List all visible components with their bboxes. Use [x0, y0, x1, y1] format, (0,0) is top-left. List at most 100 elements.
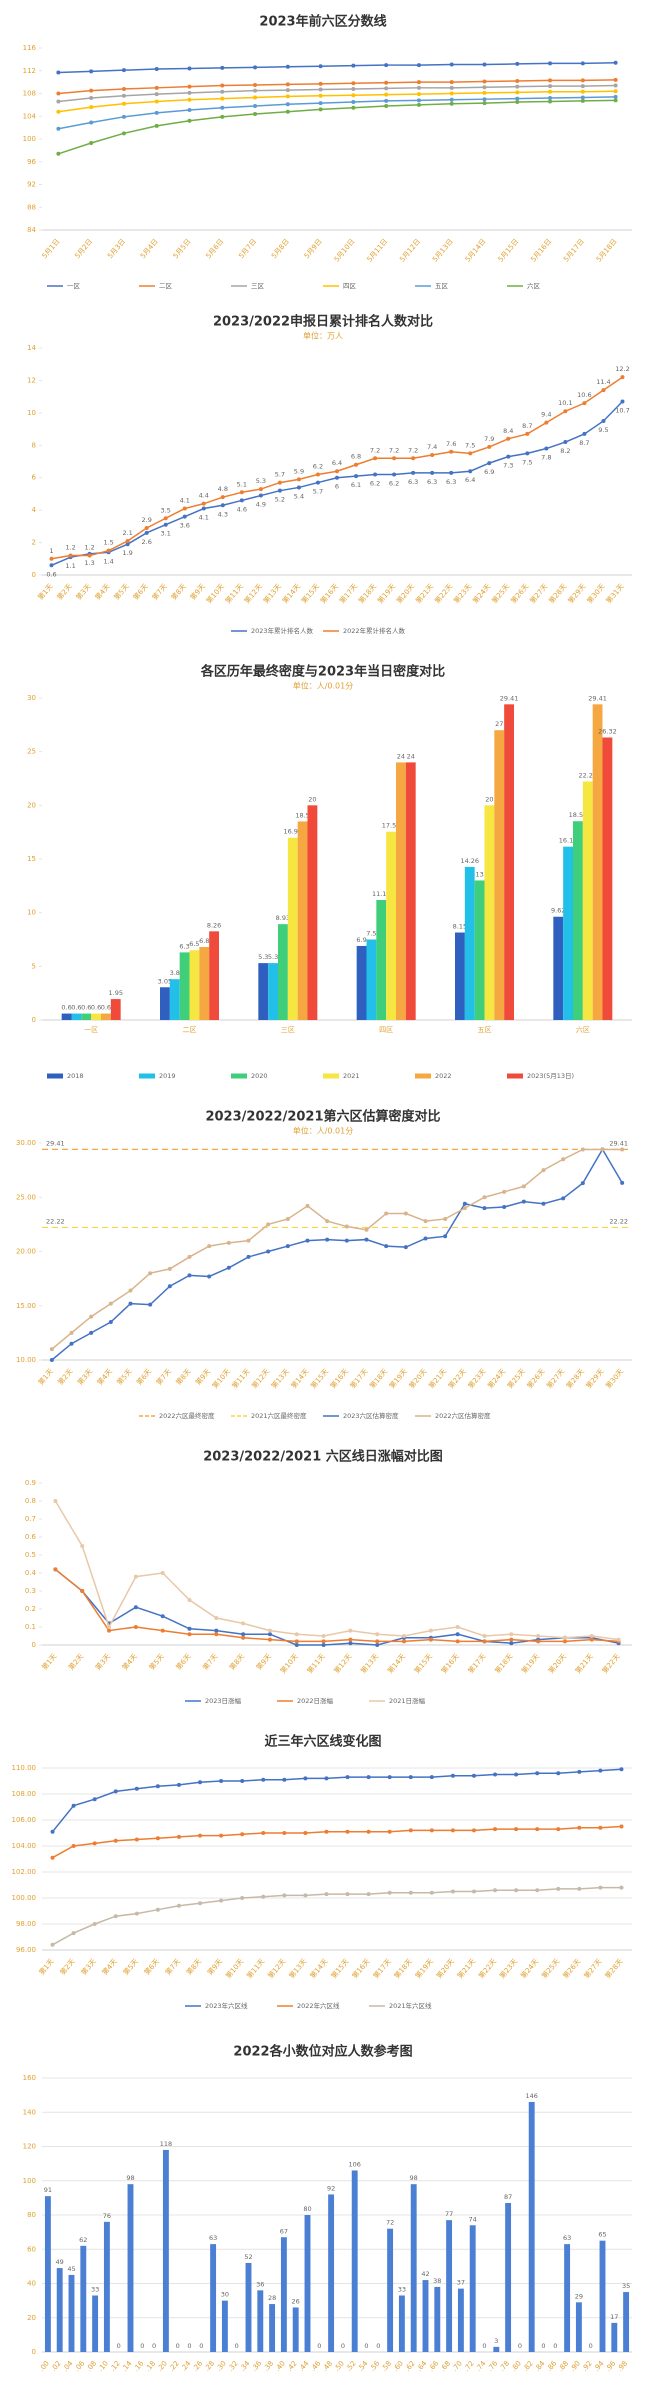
- point: [207, 1244, 212, 1249]
- data-label: 7.6: [446, 440, 456, 448]
- point: [373, 472, 378, 477]
- point: [384, 63, 389, 68]
- point: [443, 1216, 448, 1221]
- point: [443, 1234, 448, 1239]
- bar: [297, 821, 308, 1020]
- point: [187, 66, 192, 71]
- bar: [505, 2203, 512, 2352]
- data-label: 4.4: [199, 492, 209, 500]
- y-tick-label: 30: [27, 694, 36, 702]
- x-tick-label: .66: [427, 2359, 441, 2373]
- x-tick-label: 第27天: [545, 1367, 567, 1390]
- point: [509, 1641, 514, 1646]
- point: [214, 1632, 219, 1637]
- chart-subtitle: 单位：万人: [303, 331, 343, 341]
- point: [89, 1330, 94, 1335]
- x-tick-label: 第23天: [498, 1957, 520, 1980]
- point: [201, 501, 206, 506]
- data-label: 0: [117, 2342, 121, 2350]
- data-label: 6.3: [427, 478, 437, 486]
- x-tick-label: .38: [262, 2359, 275, 2373]
- data-label: 16.15: [559, 837, 578, 845]
- x-tick-label: 第19天: [376, 582, 398, 605]
- x-tick-label: 第4天: [120, 1652, 139, 1672]
- x-tick-label: 5月14日: [464, 237, 488, 263]
- point: [506, 454, 511, 459]
- point: [107, 1628, 112, 1633]
- x-tick-label: 第14天: [385, 1652, 407, 1675]
- data-label: 1.95: [109, 989, 123, 997]
- x-tick-label: 第2天: [56, 1367, 75, 1387]
- x-tick-label: 5月13日: [431, 237, 455, 263]
- legend-label: 2023日涨幅: [205, 1696, 242, 1705]
- x-tick-label: 第13天: [269, 1367, 291, 1390]
- data-label: 10.1: [558, 399, 572, 407]
- data-label: 0: [176, 2342, 180, 2350]
- bar: [61, 1013, 72, 1020]
- x-tick-label: 第22天: [433, 582, 455, 605]
- data-label: 5.7: [275, 471, 285, 479]
- x-tick-label: 第24天: [519, 1957, 541, 1980]
- x-tick-label: 5月18日: [595, 237, 619, 263]
- point: [121, 86, 126, 91]
- y-tick-label: 8: [32, 441, 36, 449]
- point: [303, 1776, 308, 1781]
- point: [351, 63, 356, 68]
- x-tick-label: 第23天: [466, 1367, 488, 1390]
- point: [71, 1803, 76, 1808]
- point: [201, 506, 206, 511]
- data-label: 7.5: [522, 458, 532, 466]
- point: [220, 503, 225, 508]
- x-tick-label: 第16天: [328, 1367, 350, 1390]
- point: [580, 78, 585, 83]
- data-label: 9.5: [598, 426, 608, 434]
- data-label: 24: [397, 752, 405, 760]
- point: [541, 1168, 546, 1173]
- point: [53, 1499, 58, 1503]
- point: [315, 472, 320, 477]
- point: [335, 475, 339, 480]
- point: [416, 63, 421, 68]
- data-label: 1.3: [84, 559, 94, 567]
- legend-label: 2023六区估算密度: [343, 1411, 399, 1420]
- chart-title: 2023/2022/2021第六区估算密度对比: [205, 1109, 440, 1125]
- point: [364, 1237, 369, 1242]
- bar: [474, 880, 485, 1020]
- y-tick-label: 120: [23, 2143, 36, 2151]
- point: [49, 556, 54, 561]
- point: [160, 1614, 165, 1619]
- point: [506, 436, 511, 441]
- point: [87, 553, 92, 558]
- point: [580, 61, 585, 66]
- point: [450, 1828, 455, 1833]
- bar: [599, 2240, 606, 2352]
- x-tick-label: .74: [474, 2359, 488, 2373]
- data-label: 0: [140, 2342, 144, 2350]
- point: [182, 506, 187, 511]
- bar: [81, 1013, 92, 1020]
- x-tick-label: .44: [297, 2359, 311, 2373]
- point: [344, 1238, 349, 1243]
- data-label: 7.9: [484, 435, 494, 443]
- point: [108, 1320, 113, 1325]
- point: [207, 1274, 212, 1279]
- data-label: 8.4: [503, 427, 513, 435]
- point: [241, 1635, 246, 1640]
- data-label: 63: [209, 2234, 217, 2242]
- x-tick-label: 第1天: [36, 582, 55, 602]
- point: [620, 399, 625, 404]
- x-tick-label: 第3天: [79, 1957, 98, 1977]
- data-label: 28: [268, 2294, 276, 2302]
- data-label: 26.32: [598, 727, 617, 735]
- point: [387, 1775, 392, 1780]
- data-label: 7.2: [408, 446, 418, 454]
- bar: [103, 2221, 110, 2352]
- point: [616, 1637, 621, 1642]
- data-label: 9.62: [551, 907, 565, 915]
- data-label: 6.5: [189, 940, 199, 948]
- y-tick-label: 30.00: [16, 1139, 36, 1147]
- legend-label: 2019: [159, 1072, 176, 1080]
- x-tick-label: 第29天: [566, 582, 588, 605]
- data-label: 38: [433, 2277, 441, 2285]
